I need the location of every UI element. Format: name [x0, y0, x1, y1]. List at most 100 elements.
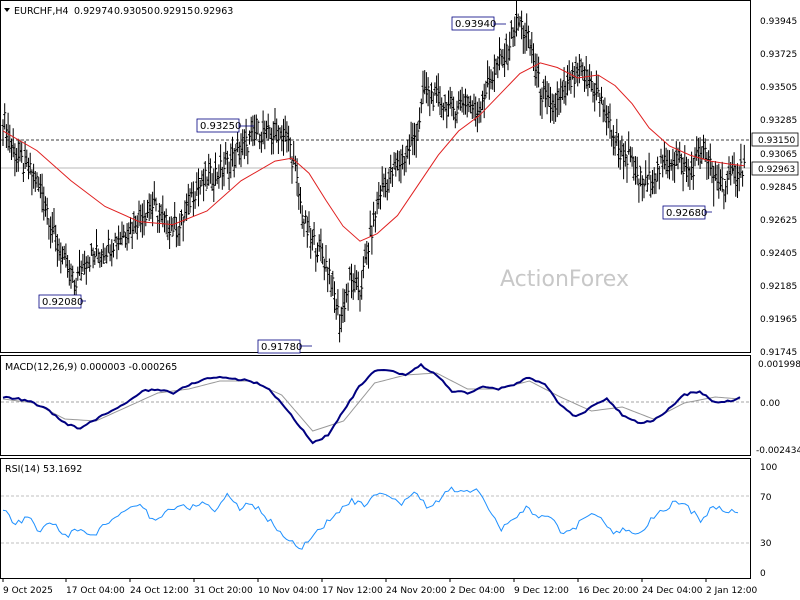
price-bar [656, 156, 660, 182]
open-value: 0.92974 [74, 6, 113, 17]
x-tick: 31 Oct 20:00 [194, 586, 253, 596]
price-bar [623, 141, 627, 167]
price-bar [635, 156, 639, 185]
price-bar [193, 191, 197, 209]
price-bar [504, 33, 508, 64]
x-tick: 24 Oct 12:00 [130, 586, 189, 596]
x-tick: 17 Oct 04:00 [66, 586, 125, 596]
price-bar [596, 75, 600, 97]
rsi-line [2, 486, 739, 550]
price-bar [20, 142, 24, 163]
price-bar [639, 165, 643, 187]
symbol-label: EURCHF,H4 [14, 6, 69, 17]
resistance-label-box [751, 132, 799, 147]
price-bar [225, 150, 229, 174]
price-tick: 0.93505 [760, 83, 797, 93]
x-tick: 17 Nov 12:00 [322, 586, 383, 596]
rsi-tick: 30 [760, 539, 772, 549]
price-bar [430, 82, 433, 104]
price-tick: 0.92405 [760, 249, 797, 259]
x-tick: 16 Dec 20:00 [578, 586, 639, 596]
price-bar [276, 125, 280, 154]
x-axis: 9 Oct 2025 17 Oct 04:00 24 Oct 12:00 31 … [2, 578, 758, 596]
price-bar [431, 92, 435, 111]
price-bar [407, 134, 411, 165]
annotation-high-0.93250: 0.93250 [200, 121, 241, 132]
price-bar [154, 197, 158, 212]
price-bar [526, 25, 530, 48]
macd-signal-line [2, 372, 741, 432]
price-bar [299, 187, 302, 214]
macd-main-line [2, 362, 741, 445]
price-bar [35, 172, 39, 188]
current-price-label: 0.92963 [758, 165, 795, 175]
price-bar [164, 208, 168, 235]
price-bar [742, 144, 746, 169]
rsi-tick: 70 [760, 493, 772, 503]
price-bar [741, 170, 745, 187]
price-bar [88, 256, 92, 272]
price-bar [482, 83, 486, 119]
price-bar [739, 143, 743, 178]
price-bar [244, 118, 248, 156]
macd-tick: 0.00 [760, 399, 780, 409]
price-bar [346, 282, 350, 311]
price-tick: 0.91965 [760, 315, 797, 325]
rsi-title: RSI(14) 53.1692 [5, 464, 82, 475]
price-bar [93, 251, 97, 265]
price-tick: 0.93285 [760, 116, 797, 126]
price-bar [214, 152, 217, 186]
price-bar [305, 216, 309, 248]
x-tick: 24 Dec 04:00 [642, 586, 703, 596]
watermark-text: ActionForex [500, 267, 629, 292]
price-bar [343, 289, 347, 322]
price-tick: 0.91745 [760, 348, 797, 358]
price-bar [219, 144, 223, 178]
menu-triangle-icon[interactable] [4, 8, 10, 12]
price-bar [645, 174, 649, 192]
price-bar [452, 96, 456, 121]
price-bar [168, 216, 172, 249]
price-bar [336, 289, 340, 316]
high-value: 0.93050 [114, 6, 153, 17]
price-bar [642, 178, 646, 199]
price-bar [188, 188, 192, 215]
price-bar [618, 140, 622, 170]
price-bar [71, 265, 75, 283]
price-bar [370, 225, 374, 255]
price-bar [217, 164, 221, 189]
price-bar [295, 158, 299, 196]
price-bar [372, 201, 376, 227]
resistance-label: 0.93150 [758, 136, 795, 146]
price-bar [608, 103, 612, 139]
x-tick: 24 Nov 20:00 [386, 586, 447, 596]
macd-tick: -0.002434 [756, 446, 800, 456]
price-bar [171, 217, 175, 237]
price-bar [256, 118, 260, 135]
x-tick: 9 Dec 12:00 [514, 586, 569, 596]
price-bar [106, 229, 110, 253]
annotation-low-0.92080: 0.92080 [42, 297, 83, 308]
price-bar [373, 211, 377, 233]
macd-tick: 0.001998 [758, 360, 800, 370]
x-tick: 10 Nov 04:00 [258, 586, 319, 596]
price-tick: 0.93065 [760, 150, 797, 160]
x-tick: 9 Oct 2025 [3, 586, 53, 596]
price-bar [28, 152, 32, 175]
price-tick: 0.93725 [760, 50, 797, 60]
price-bars [1, 0, 746, 343]
price-panel [0, 0, 751, 353]
price-bar [426, 77, 430, 107]
price-bar [484, 80, 488, 99]
price-bar [112, 243, 115, 258]
price-bar [151, 191, 155, 227]
price-bar [657, 165, 661, 190]
moving-average-line [2, 62, 745, 242]
price-bar [360, 270, 364, 300]
annotation-box [196, 118, 240, 133]
price-bar [288, 137, 292, 160]
close-value: 0.92963 [194, 6, 233, 17]
price-bar [508, 31, 512, 61]
rsi-tick: 0 [760, 569, 766, 579]
